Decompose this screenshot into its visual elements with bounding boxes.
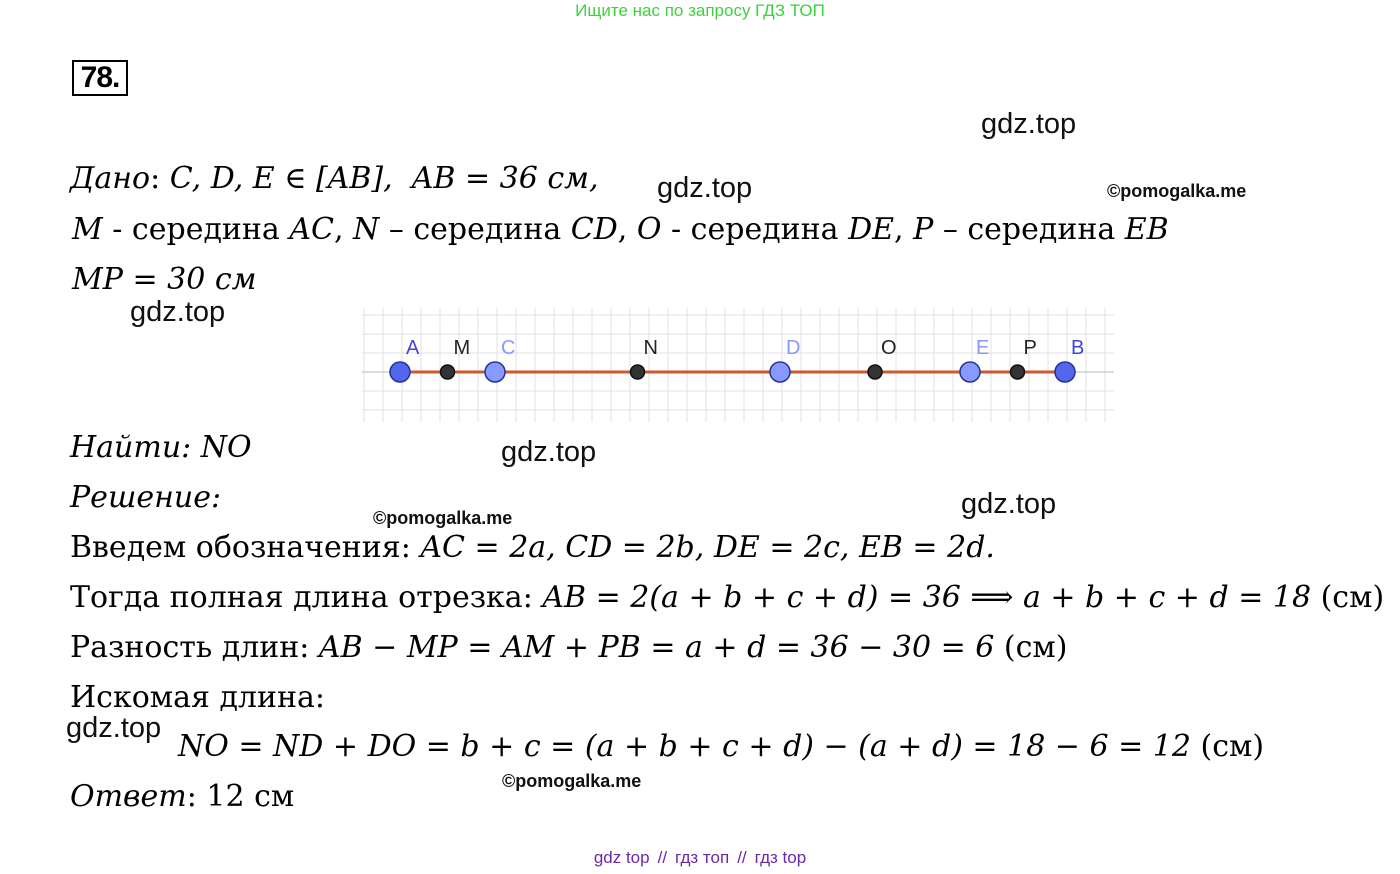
- point-n: [629, 364, 646, 380]
- given-math-2: N: [353, 212, 380, 247]
- point-p: [1009, 364, 1026, 380]
- given-points: C, D, E ∈ [AB],: [169, 161, 393, 196]
- solution-math-1: AC = 2a, CD = 2b, DE = 2c, EB = 2d.: [420, 530, 995, 565]
- given-text-1: ,: [333, 212, 354, 247]
- given-text-3: ,: [617, 212, 637, 247]
- point-label-b: B: [1071, 337, 1084, 359]
- watermark-gdz: gdz.top: [501, 436, 597, 468]
- point-label-e: E: [976, 337, 989, 359]
- given-text-6: – середина: [933, 212, 1125, 247]
- point-c: [484, 361, 506, 383]
- solution-unit-3: (см): [994, 630, 1068, 665]
- point-label-m: M: [454, 337, 471, 359]
- footer-link[interactable]: гдз топ: [675, 848, 730, 867]
- point-b: [1054, 361, 1076, 383]
- point-a: [389, 361, 411, 383]
- solution-math-2: AB = 2(a + b + c + d) = 36 ⟹ a + b + c +…: [542, 580, 1312, 615]
- answer-label: Ответ: [70, 779, 187, 814]
- point-e: [959, 361, 981, 383]
- point-m: [439, 364, 456, 380]
- solution-math-3: AB − MP = AM + PB = a + d = 36 − 30 = 6: [318, 630, 995, 665]
- footer: gdz top // гдз топ // гдз top: [0, 848, 1400, 868]
- solution-text-3: Разность длин:: [70, 630, 319, 665]
- footer-link[interactable]: gdz top: [593, 848, 650, 867]
- solution-label: Решение:: [70, 480, 222, 515]
- footer-separator: //: [657, 848, 668, 867]
- watermark-pomogalka: ©pomogalka.me: [502, 771, 642, 791]
- watermark-pomogalka: ©pomogalka.me: [1107, 181, 1247, 201]
- solution-text-1: Введем обозначения:: [70, 530, 421, 565]
- point-o: [867, 364, 883, 380]
- given-math-1: AC: [289, 212, 334, 247]
- given-math-3: CD: [570, 212, 618, 247]
- solution-line-4: Искомая длина:: [70, 680, 325, 715]
- answer-value: : 12 см: [186, 779, 295, 814]
- problem-number: 78.: [72, 60, 128, 96]
- solution-unit-5: (см): [1190, 729, 1265, 764]
- watermark-gdz: gdz.top: [130, 296, 226, 328]
- solution-unit-2: (см): [1311, 580, 1385, 615]
- solution-math-5: NO = ND + DO = b + c = (a + b + c + d) −…: [178, 729, 1191, 764]
- top-banner: Ищите нас по запросу ГДЗ ТОП: [575, 1, 825, 20]
- solution-line-2: Тогда полная длина отрезка: AB = 2(a + b…: [70, 580, 1384, 616]
- point-label-p: P: [1024, 337, 1037, 359]
- point-label-n: N: [644, 337, 658, 359]
- given-text-0: - середина: [102, 212, 290, 247]
- watermark-gdz: gdz.top: [981, 108, 1077, 140]
- given-math-5: DE: [848, 212, 895, 247]
- watermark-gdz: gdz.top: [961, 488, 1057, 520]
- watermark-pomogalka: ©pomogalka.me: [373, 508, 513, 528]
- given-math-4: O: [636, 212, 662, 247]
- watermark-gdz: gdz.top: [657, 172, 753, 204]
- given-math-0: M: [72, 212, 103, 247]
- point-label-d: D: [786, 337, 800, 359]
- footer-separator: //: [737, 848, 747, 867]
- given-math-6: P: [913, 212, 934, 247]
- watermark-gdz: gdz.top: [66, 712, 162, 744]
- answer-line: Ответ: 12 см: [70, 779, 294, 815]
- solution-text-2: Тогда полная длина отрезка:: [70, 580, 543, 615]
- solution-line-1: Введем обозначения: AC = 2a, CD = 2b, DE…: [70, 530, 995, 566]
- given-text-2: – середина: [379, 212, 571, 247]
- solution-line-3: Разность длин: AB − MP = AM + PB = a + d…: [70, 630, 1067, 666]
- given-text-5: ,: [894, 212, 914, 247]
- point-label-a: A: [406, 337, 420, 359]
- find-label: Найти:: [70, 430, 201, 465]
- given-math-7: EB: [1124, 212, 1169, 247]
- find-value: NO: [200, 430, 252, 465]
- grid: [362, 308, 1114, 422]
- given-label: Дано: [70, 161, 151, 196]
- point-label-o: O: [881, 337, 897, 359]
- solution-line-5: NO = ND + DO = b + c = (a + b + c + d) −…: [178, 729, 1264, 765]
- point-d: [769, 361, 791, 383]
- given-line-2: M - середина AC, N – середина CD, O - се…: [72, 212, 1169, 248]
- given-mp-length: MP = 30 см: [72, 262, 257, 297]
- point-label-c: C: [501, 337, 515, 359]
- footer-link[interactable]: гдз top: [754, 848, 807, 867]
- given-ab-length: AB = 36 см,: [411, 161, 599, 196]
- given-line-1: Дано: C, D, E ∈ [AB], AB = 36 см,: [70, 161, 599, 196]
- find-line: Найти: NO: [70, 430, 252, 466]
- given-text-4: - середина: [661, 212, 849, 247]
